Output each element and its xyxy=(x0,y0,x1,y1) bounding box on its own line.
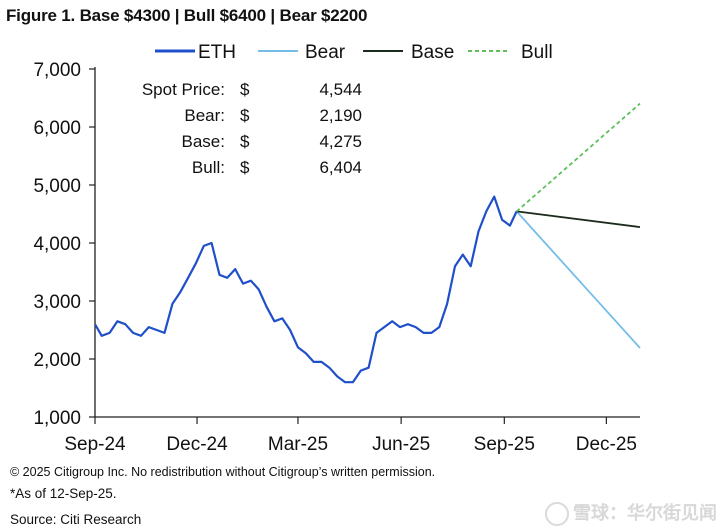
annotation-currency: $ xyxy=(240,80,250,99)
annotation-table: Spot Price: $4,544 Bear: $2,190 Base: $4,275 B… xyxy=(142,80,362,177)
legend-label-base: Base xyxy=(411,42,454,63)
y-tick-label: 6,000 xyxy=(33,118,81,139)
y-tick-label: 5,000 xyxy=(33,176,81,197)
watermark-text: 雪球：华尔街见闻 xyxy=(573,502,717,523)
series-line-base xyxy=(516,210,641,228)
watermark-logo-icon xyxy=(545,502,569,526)
x-tick-label: Jun-25 xyxy=(372,434,430,455)
source-note: Source: Citi Research xyxy=(10,512,142,527)
y-tick-label: 2,000 xyxy=(33,350,81,371)
annotation-label: Bear: xyxy=(184,106,225,125)
annotation-label: Bull: xyxy=(192,158,225,177)
y-tick-label: 4,000 xyxy=(33,234,81,255)
legend: ETH Bear Base Bull xyxy=(155,42,553,63)
legend-label-bear: Bear xyxy=(305,42,346,63)
series-group xyxy=(94,102,641,384)
series-line-bull xyxy=(516,102,641,213)
chart-title: Figure 1. Base $4300 | Bull $6400 | Bear… xyxy=(6,6,368,25)
annotation-currency: $ xyxy=(240,158,250,177)
legend-label-eth: ETH xyxy=(198,42,236,63)
watermark: 雪球：华尔街见闻 xyxy=(545,499,717,526)
annotation-currency: $ xyxy=(240,132,250,151)
axes: 1,000 2,000 3,000 4,000 5,000 6,000 7,000 Sep-2… xyxy=(33,60,640,455)
annotation-currency: $ xyxy=(240,106,250,125)
x-tick-label: Mar-25 xyxy=(268,434,328,455)
annotation-label: Spot Price: xyxy=(142,80,225,99)
x-tick-label: Sep-24 xyxy=(64,434,126,455)
annotation-value: 4,544 xyxy=(319,80,362,99)
annotation-label: Base: xyxy=(182,132,225,151)
x-tick-label: Sep-25 xyxy=(474,434,535,455)
y-tick-label: 1,000 xyxy=(33,408,81,429)
copyright-note: © 2025 Citigroup Inc. No redistribution … xyxy=(10,465,436,479)
annotation-value: 2,190 xyxy=(319,106,362,125)
annotation-value: 4,275 xyxy=(319,132,362,151)
as-of-note: *As of 12-Sep-25. xyxy=(10,486,117,501)
x-tick-label: Dec-25 xyxy=(576,434,637,455)
series-line-bear xyxy=(515,210,641,349)
y-tick-label: 3,000 xyxy=(33,292,81,313)
x-tick-label: Dec-24 xyxy=(166,434,228,455)
annotation-value: 6,404 xyxy=(319,158,362,177)
series-line-eth xyxy=(94,195,518,384)
y-tick-label: 7,000 xyxy=(33,60,81,81)
legend-label-bull: Bull xyxy=(521,42,553,63)
